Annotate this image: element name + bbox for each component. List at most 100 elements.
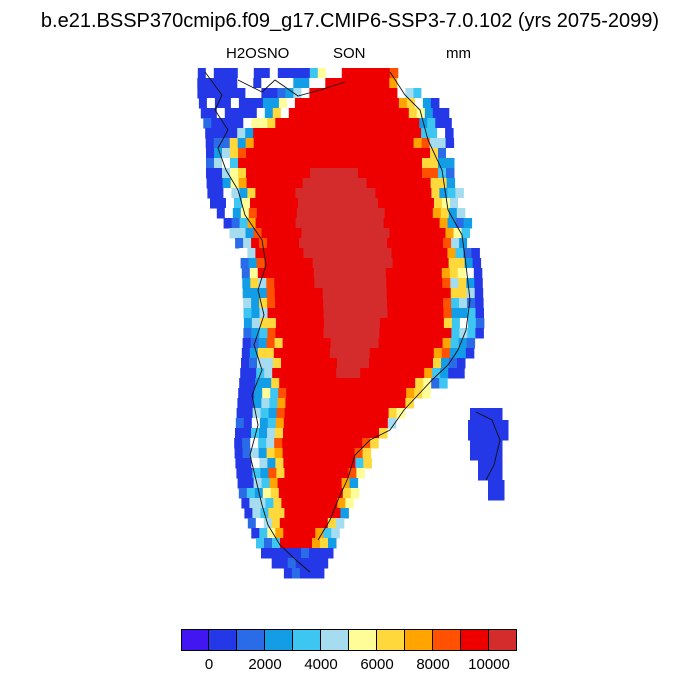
- map-cell: [350, 98, 360, 109]
- map-cell: [336, 208, 346, 219]
- map-cell: [259, 238, 268, 249]
- map-cell: [419, 238, 428, 249]
- map-cell: [486, 440, 495, 461]
- map-cell: [334, 388, 343, 399]
- map-cell: [447, 248, 456, 259]
- map-cell: [266, 438, 275, 449]
- map-cell: [349, 228, 358, 239]
- map-cell: [434, 278, 443, 289]
- map-cell: [293, 128, 302, 139]
- map-cell: [297, 348, 307, 359]
- map-cell: [237, 478, 247, 489]
- map-cell: [319, 188, 328, 199]
- map-cell: [430, 168, 439, 179]
- map-cell: [398, 168, 407, 179]
- map-cell: [415, 248, 424, 259]
- map-cell: [267, 328, 276, 339]
- map-cell: [267, 318, 277, 329]
- map-cell: [218, 198, 227, 209]
- map-cell: [237, 78, 246, 89]
- map-cell: [277, 398, 286, 409]
- map-cell: [247, 218, 257, 229]
- map-cell: [308, 508, 317, 519]
- map-cell: [349, 78, 358, 89]
- map-cell: [459, 328, 468, 339]
- map-cell: [289, 498, 298, 509]
- map-cell: [230, 168, 239, 179]
- map-cell: [312, 538, 321, 549]
- map-cell: [344, 208, 354, 219]
- map-cell: [425, 348, 435, 359]
- colorbar-box: [433, 629, 461, 651]
- map-cell: [360, 208, 370, 219]
- map-cell: [446, 178, 456, 189]
- map-cell: [405, 228, 414, 239]
- map-cell: [241, 348, 251, 359]
- map-cell: [261, 138, 271, 149]
- map-cell: [234, 448, 244, 459]
- map-cell: [386, 288, 396, 299]
- map-cell: [261, 398, 270, 409]
- map-cell: [283, 328, 292, 339]
- map-cell: [311, 378, 320, 389]
- map-cell: [472, 258, 482, 269]
- map-cell: [251, 418, 261, 429]
- map-cell: [339, 328, 348, 339]
- map-cell: [285, 138, 295, 149]
- map-cell: [281, 348, 291, 359]
- map-cell: [251, 328, 260, 339]
- map-cell: [402, 338, 412, 349]
- map-cell: [445, 138, 455, 149]
- map-cell: [461, 228, 470, 239]
- map-cell: [451, 308, 460, 319]
- map-cell: [296, 538, 305, 549]
- map-cell: [287, 378, 296, 389]
- map-cell: [468, 420, 477, 441]
- map-cell: [450, 198, 459, 209]
- map-cell: [299, 428, 308, 439]
- map-cell: [299, 298, 308, 309]
- map-cell: [387, 238, 396, 249]
- map-cell: [400, 258, 410, 269]
- map-cell: [342, 148, 351, 159]
- map-cell: [311, 558, 321, 569]
- map-cell: [284, 508, 293, 519]
- map-cell: [403, 328, 412, 339]
- map-cell: [427, 238, 436, 249]
- map-cell: [325, 128, 334, 139]
- map-cell: [326, 168, 335, 179]
- map-cell: [293, 68, 303, 79]
- map-cell: [418, 198, 427, 209]
- map-cell: [390, 158, 399, 169]
- map-cell: [354, 198, 363, 209]
- map-cell: [269, 398, 278, 409]
- map-cell: [371, 308, 380, 319]
- map-cell: [410, 278, 419, 289]
- map-cell: [364, 408, 374, 419]
- map-cell: [287, 518, 297, 529]
- map-cell: [264, 258, 274, 269]
- map-cell: [352, 208, 362, 219]
- map-cell: [331, 418, 341, 429]
- map-cell: [234, 438, 243, 449]
- map-cell: [206, 98, 216, 109]
- map-cell: [330, 448, 340, 459]
- map-cell: [243, 428, 252, 439]
- map-cell: [262, 158, 271, 169]
- map-cell: [311, 188, 320, 199]
- map-cell: [402, 278, 411, 289]
- map-cell: [355, 328, 364, 339]
- map-cell: [356, 468, 365, 479]
- map-cell: [309, 478, 319, 489]
- season-label: SON: [333, 45, 366, 62]
- map-cell: [221, 88, 230, 99]
- map-cell: [248, 208, 258, 219]
- map-cell: [221, 78, 230, 89]
- map-cell: [358, 148, 367, 159]
- map-cell: [406, 148, 415, 159]
- map-cell: [328, 208, 338, 219]
- map-cell: [358, 388, 367, 399]
- map-cell: [249, 348, 259, 359]
- map-cell: [307, 418, 317, 429]
- map-cell: [334, 168, 343, 179]
